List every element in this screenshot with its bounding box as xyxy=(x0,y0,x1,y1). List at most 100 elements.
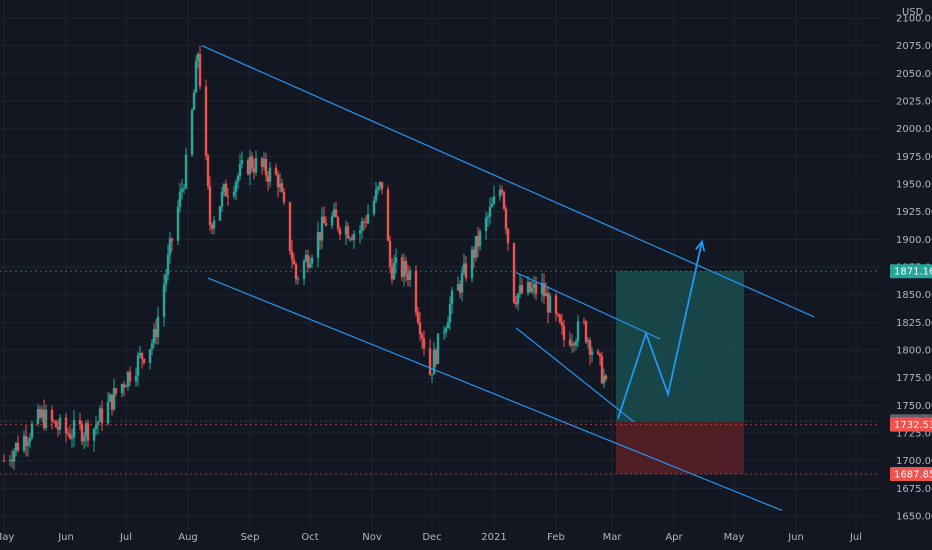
candle-body[interactable] xyxy=(54,420,58,428)
wedge-lower-line[interactable] xyxy=(515,327,635,423)
candle-body[interactable] xyxy=(574,341,578,346)
candle-body[interactable] xyxy=(222,183,226,192)
candle-body[interactable] xyxy=(404,260,408,274)
candle-body[interactable] xyxy=(122,384,126,388)
candle-body[interactable] xyxy=(120,384,124,394)
candle-body[interactable] xyxy=(264,158,268,176)
candle-body[interactable] xyxy=(12,451,16,462)
candle-body[interactable] xyxy=(558,315,562,323)
candle-body[interactable] xyxy=(184,154,188,189)
candle-body[interactable] xyxy=(198,53,202,87)
candle-body[interactable] xyxy=(190,110,194,155)
candle-body[interactable] xyxy=(278,183,282,188)
candle-body[interactable] xyxy=(260,158,264,167)
candle-body[interactable] xyxy=(582,321,586,323)
candle-body[interactable] xyxy=(392,263,396,280)
candle-body[interactable] xyxy=(310,257,314,264)
candle-body[interactable] xyxy=(192,92,196,111)
candle-body[interactable] xyxy=(430,374,434,376)
candle-body[interactable] xyxy=(418,322,422,335)
candle-body[interactable] xyxy=(234,181,238,192)
candle-body[interactable] xyxy=(142,358,146,363)
candle-body[interactable] xyxy=(520,285,524,294)
candle-body[interactable] xyxy=(290,251,294,260)
candle-body[interactable] xyxy=(546,293,550,313)
candle-body[interactable] xyxy=(236,175,240,182)
candle-body[interactable] xyxy=(526,281,530,294)
candle-body[interactable] xyxy=(506,228,510,244)
candle-body[interactable] xyxy=(484,217,488,231)
candle-body[interactable] xyxy=(568,339,572,346)
candle-body[interactable] xyxy=(212,220,216,229)
candle-body[interactable] xyxy=(406,273,410,281)
candle-body[interactable] xyxy=(602,375,606,384)
candle-body[interactable] xyxy=(562,325,566,340)
candle-body[interactable] xyxy=(390,267,394,280)
candle-body[interactable] xyxy=(450,290,454,305)
candle-body[interactable] xyxy=(500,189,504,193)
candle-body[interactable] xyxy=(30,423,34,438)
candle-body[interactable] xyxy=(182,188,186,190)
candle-body[interactable] xyxy=(434,349,438,364)
candle-body[interactable] xyxy=(296,278,300,280)
candle-body[interactable] xyxy=(378,181,382,187)
candle-body[interactable] xyxy=(92,428,96,441)
candle-body[interactable] xyxy=(40,409,44,418)
candle-body[interactable] xyxy=(164,274,168,285)
candle-body[interactable] xyxy=(302,261,306,279)
candle-body[interactable] xyxy=(150,343,154,350)
candle-body[interactable] xyxy=(308,263,312,268)
candle-body[interactable] xyxy=(210,224,214,229)
candle-body[interactable] xyxy=(334,209,338,218)
candle-body[interactable] xyxy=(476,235,480,247)
candle-body[interactable] xyxy=(86,423,90,441)
candle-body[interactable] xyxy=(460,272,464,293)
candle-body[interactable] xyxy=(252,168,256,173)
candle-body[interactable] xyxy=(492,196,496,204)
candle-body[interactable] xyxy=(26,441,30,446)
channel-lower-line[interactable] xyxy=(207,277,783,511)
candle-body[interactable] xyxy=(444,328,448,333)
candle-body[interactable] xyxy=(140,352,144,359)
candle-body[interactable] xyxy=(556,313,560,316)
price-axis[interactable]: 2100.00 2075.00 2050.00 2025.00 2000.00 1975.… xyxy=(0,14,932,523)
candle-body[interactable] xyxy=(204,86,208,156)
candle-body[interactable] xyxy=(388,240,392,268)
candle-body[interactable] xyxy=(330,216,334,226)
candle-body[interactable] xyxy=(232,191,236,197)
candle-body[interactable] xyxy=(152,329,156,344)
candle-body[interactable] xyxy=(596,351,600,354)
candle-body[interactable] xyxy=(518,285,522,294)
candle-body[interactable] xyxy=(126,371,130,387)
candle-body[interactable] xyxy=(362,221,366,223)
candle-body[interactable] xyxy=(570,343,574,346)
candle-body[interactable] xyxy=(194,61,198,93)
candlestick-series[interactable] xyxy=(2,45,608,471)
candle-body[interactable] xyxy=(442,332,446,334)
candle-body[interactable] xyxy=(548,295,552,313)
candle-body[interactable] xyxy=(268,167,272,182)
candle-body[interactable] xyxy=(14,442,18,452)
candle-body[interactable] xyxy=(432,349,436,375)
candle-body[interactable] xyxy=(124,386,128,388)
candle-body[interactable] xyxy=(576,321,580,342)
candle-body[interactable] xyxy=(386,189,390,241)
candle-body[interactable] xyxy=(66,433,70,435)
candle-body[interactable] xyxy=(246,160,250,175)
candle-body[interactable] xyxy=(446,322,450,329)
candle-body[interactable] xyxy=(154,329,158,338)
candle-body[interactable] xyxy=(114,388,118,394)
candle-body[interactable] xyxy=(486,216,490,218)
candle-body[interactable] xyxy=(36,409,40,424)
candle-body[interactable] xyxy=(394,257,398,264)
candle-body[interactable] xyxy=(514,302,518,305)
candle-body[interactable] xyxy=(84,423,88,437)
candle-body[interactable] xyxy=(148,349,152,363)
candle-body[interactable] xyxy=(490,203,494,207)
candle-body[interactable] xyxy=(504,208,508,229)
candle-body[interactable] xyxy=(488,206,492,217)
candle-body[interactable] xyxy=(348,238,352,240)
candle-body[interactable] xyxy=(364,222,368,224)
channel-upper-line[interactable] xyxy=(201,45,815,318)
